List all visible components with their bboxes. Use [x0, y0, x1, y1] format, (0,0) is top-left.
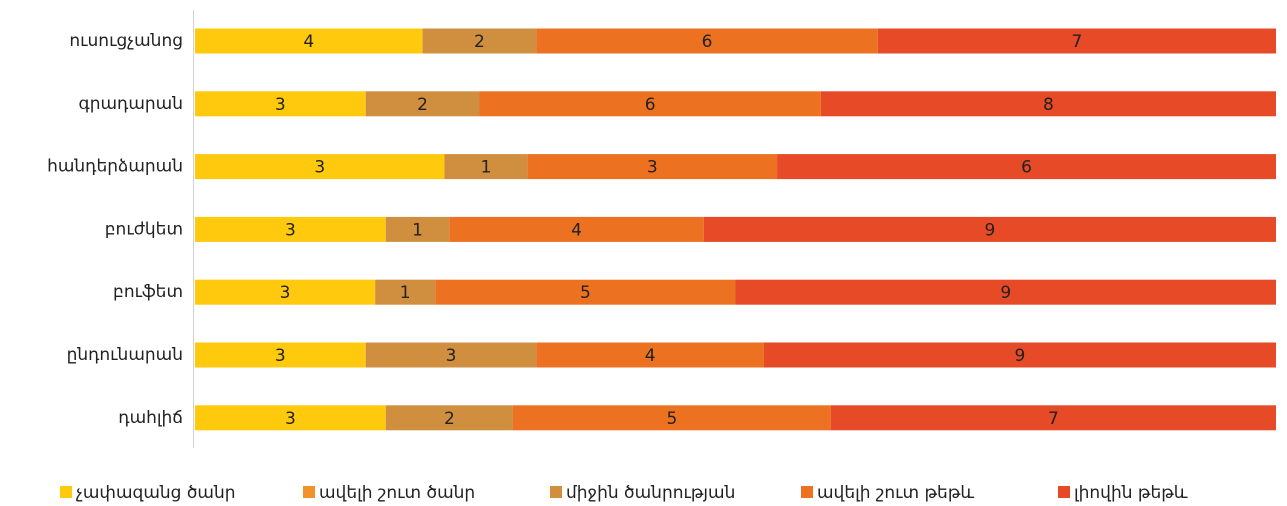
data-label: 3 [275, 346, 286, 366]
data-label: 1 [481, 158, 492, 178]
bar-segment [820, 91, 1276, 117]
bar-segment [435, 279, 736, 305]
data-label: 3 [285, 220, 296, 240]
data-label: 9 [984, 220, 995, 240]
bar-segment [195, 279, 376, 305]
legend-swatch [1058, 486, 1070, 498]
y-tick-label: բուժկետ [105, 219, 183, 239]
bar-segment [536, 342, 764, 368]
legend-label: ավելի շուտ թեթև [817, 483, 974, 503]
data-label: 4 [645, 346, 656, 366]
bar-segment [365, 91, 480, 117]
data-label: 6 [702, 32, 713, 52]
bar-segment [195, 216, 386, 242]
legend-swatch [801, 486, 813, 498]
bar-segment [385, 405, 513, 431]
data-label: 9 [1000, 283, 1011, 303]
data-label: 5 [580, 283, 591, 303]
data-label: 3 [446, 346, 457, 366]
legend-swatch [303, 486, 315, 498]
bar-segment [444, 154, 528, 180]
bar-segment [703, 216, 1276, 242]
data-label: 2 [417, 95, 428, 115]
bar-segment [877, 28, 1276, 54]
data-label: 4 [571, 220, 582, 240]
bar-segment [365, 342, 537, 368]
data-label: 8 [1043, 95, 1054, 115]
data-label: 3 [647, 158, 658, 178]
bar-segment [512, 405, 831, 431]
bar-segment [735, 279, 1276, 305]
bar-segment [763, 342, 1276, 368]
bar-segment [375, 279, 436, 305]
bar-segment [195, 342, 366, 368]
bar-segment [422, 28, 537, 54]
bar-segment [449, 216, 704, 242]
legend-swatch [550, 486, 562, 498]
data-label: 3 [314, 158, 325, 178]
bar-segment [385, 216, 450, 242]
y-tick-label: գրադարան [79, 94, 183, 114]
data-label: 3 [280, 283, 291, 303]
data-label: 7 [1048, 409, 1059, 429]
bar-segment [527, 154, 778, 180]
bar-segment [777, 154, 1276, 180]
bar-segment [195, 28, 423, 54]
bar-segment [830, 405, 1276, 431]
bar-segment [195, 91, 366, 117]
data-label: 7 [1071, 32, 1082, 52]
data-label: 2 [444, 409, 455, 429]
legend-swatch [60, 486, 72, 498]
y-tick-label: բուֆետ [113, 282, 183, 302]
legend-label: չափազանց ծանր [76, 483, 236, 503]
y-tick-label: ուսուցչանոց [69, 31, 183, 51]
data-label: 6 [1021, 158, 1032, 178]
data-label: 6 [645, 95, 656, 115]
data-label: 3 [285, 409, 296, 429]
bar-segment [195, 154, 445, 180]
data-label: 9 [1015, 346, 1026, 366]
bar-segment [479, 91, 821, 117]
legend-label: ավելի շուտ ծանր [319, 483, 475, 503]
data-label: 5 [666, 409, 677, 429]
data-label: 3 [275, 95, 286, 115]
y-tick-label: հանդերձարան [47, 157, 183, 177]
data-label: 4 [303, 32, 314, 52]
data-label: 1 [400, 283, 411, 303]
y-tick-label: դահլիճ [118, 408, 183, 428]
y-tick-label: ընդունարան [67, 345, 183, 365]
bar-segment [195, 405, 386, 431]
legend-label: լիովին թեթև [1074, 483, 1188, 503]
bar-segment [536, 28, 878, 54]
legend-label: միջին ծանրության [566, 483, 735, 503]
data-label: 1 [412, 220, 423, 240]
data-label: 2 [474, 32, 485, 52]
